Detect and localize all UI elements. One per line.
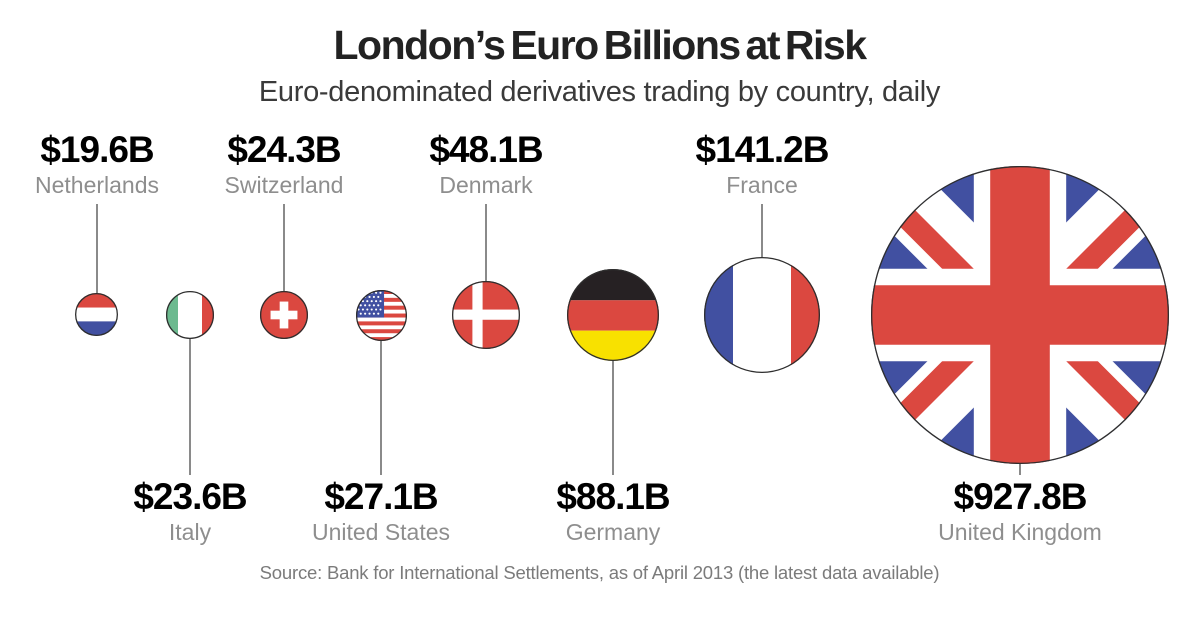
bubble-united-kingdom xyxy=(871,166,1169,464)
connector-line-germany xyxy=(612,360,614,475)
country-label-netherlands: Netherlands xyxy=(34,172,160,198)
bubble-france xyxy=(703,256,820,373)
connector-line-italy xyxy=(189,338,191,475)
bubble-italy xyxy=(166,291,215,340)
value-label-netherlands: $19.6B xyxy=(40,129,154,170)
bubble-germany xyxy=(567,269,660,362)
chart-subtitle: Euro-denominated derivatives trading by … xyxy=(258,76,941,108)
united-kingdom-flag-icon xyxy=(871,166,1169,464)
connector-line-netherlands xyxy=(96,204,98,294)
label-block-germany: $88.1B Germany xyxy=(443,476,783,546)
value-label-switzerland: $24.3B xyxy=(227,129,341,170)
bubble-netherlands xyxy=(75,293,119,337)
bubble-denmark xyxy=(452,281,521,350)
value-label-denmark: $48.1B xyxy=(429,129,543,170)
france-flag-icon xyxy=(703,256,820,373)
label-block-denmark: $48.1B Denmark xyxy=(316,129,656,199)
germany-flag-icon xyxy=(567,269,660,362)
label-block-france: $141.2B France xyxy=(592,129,932,199)
label-block-united-kingdom: $927.8B United Kingdom xyxy=(850,476,1190,546)
label-block-italy: $23.6B Italy xyxy=(20,476,360,546)
connector-line-united-kingdom xyxy=(1019,464,1021,475)
source-note: Source: Bank for International Settlemen… xyxy=(259,562,940,583)
label-block-switzerland: $24.3B Switzerland xyxy=(114,129,454,199)
connector-line-denmark xyxy=(485,204,487,282)
value-label-france: $141.2B xyxy=(695,129,830,170)
denmark-flag-icon xyxy=(452,281,521,350)
country-label-united-kingdom: United Kingdom xyxy=(938,519,1102,545)
connector-line-united-states xyxy=(380,340,382,475)
connector-line-france xyxy=(761,204,763,257)
netherlands-flag-icon xyxy=(75,293,119,337)
connector-line-switzerland xyxy=(283,204,285,291)
value-label-italy: $23.6B xyxy=(133,476,247,517)
bubble-united-states xyxy=(355,289,407,341)
label-block-united-states: $27.1B United States xyxy=(211,476,551,546)
united-states-flag-icon xyxy=(355,289,407,341)
value-label-germany: $88.1B xyxy=(556,476,670,517)
bubble-switzerland xyxy=(259,290,308,339)
label-block-netherlands: $19.6B Netherlands xyxy=(0,129,267,199)
country-label-france: France xyxy=(726,172,798,198)
value-label-united-kingdom: $927.8B xyxy=(953,476,1088,517)
country-label-switzerland: Switzerland xyxy=(224,172,344,198)
country-label-united-states: United States xyxy=(311,519,451,545)
chart-title: London’s Euro Billions at Risk xyxy=(333,22,867,68)
country-label-denmark: Denmark xyxy=(439,172,533,198)
italy-flag-icon xyxy=(166,291,215,340)
country-label-italy: Italy xyxy=(168,519,212,545)
switzerland-flag-icon xyxy=(259,290,308,339)
country-label-germany: Germany xyxy=(565,519,661,545)
value-label-united-states: $27.1B xyxy=(324,476,438,517)
